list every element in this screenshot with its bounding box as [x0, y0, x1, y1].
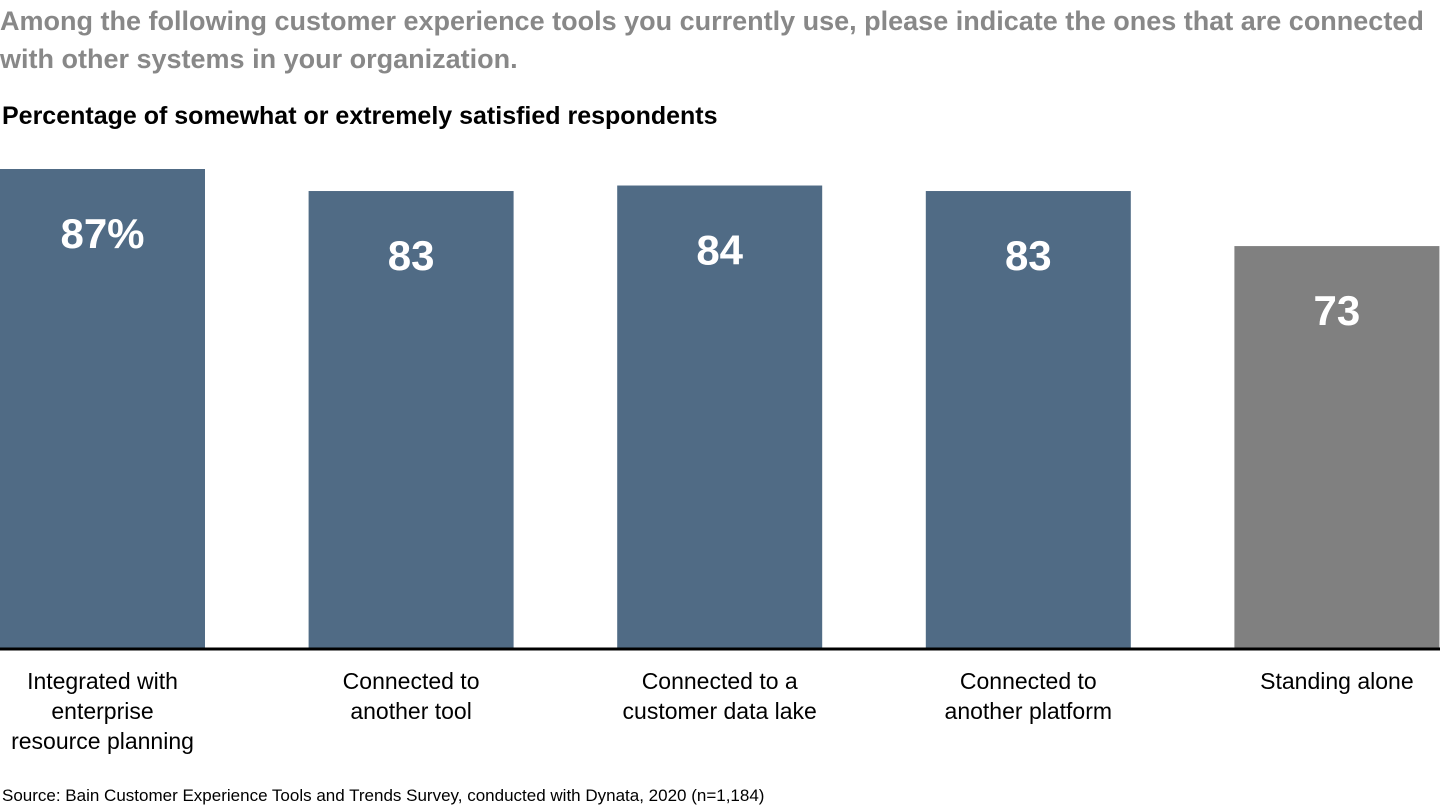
bar [617, 185, 823, 648]
bar [0, 169, 205, 648]
question-title: Among the following customer experience … [0, 6, 1424, 74]
category-label: Integrated with [27, 668, 178, 694]
category-label: Standing alone [1260, 668, 1413, 694]
bar [925, 191, 1131, 648]
data-label: 83 [1005, 232, 1052, 279]
bar [308, 191, 514, 648]
source-note: Source: Bain Customer Experience Tools a… [2, 786, 765, 805]
category-label: customer data lake [623, 698, 817, 724]
data-label: 83 [388, 232, 435, 279]
data-label: 84 [696, 227, 743, 274]
data-label: 87% [60, 210, 144, 257]
category-label: enterprise [51, 698, 153, 724]
data-label: 73 [1314, 287, 1361, 334]
category-label: Connected to [960, 668, 1097, 694]
category-label: Connected to [343, 668, 480, 694]
chart-title: Percentage of somewhat or extremely sati… [2, 102, 718, 130]
category-label: another tool [350, 698, 471, 724]
bar [1234, 246, 1440, 649]
category-label: resource planning [11, 728, 194, 754]
category-label: Connected to a [642, 668, 798, 694]
category-label: another platform [945, 698, 1112, 724]
